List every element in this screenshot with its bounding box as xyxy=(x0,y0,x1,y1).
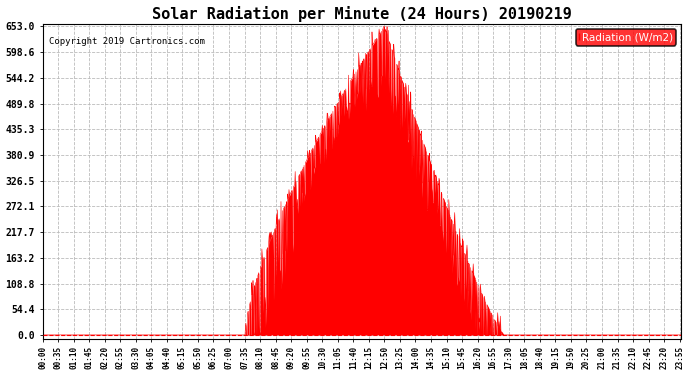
Title: Solar Radiation per Minute (24 Hours) 20190219: Solar Radiation per Minute (24 Hours) 20… xyxy=(152,6,572,21)
Legend: Radiation (W/m2): Radiation (W/m2) xyxy=(575,29,676,46)
Text: Copyright 2019 Cartronics.com: Copyright 2019 Cartronics.com xyxy=(49,37,205,46)
